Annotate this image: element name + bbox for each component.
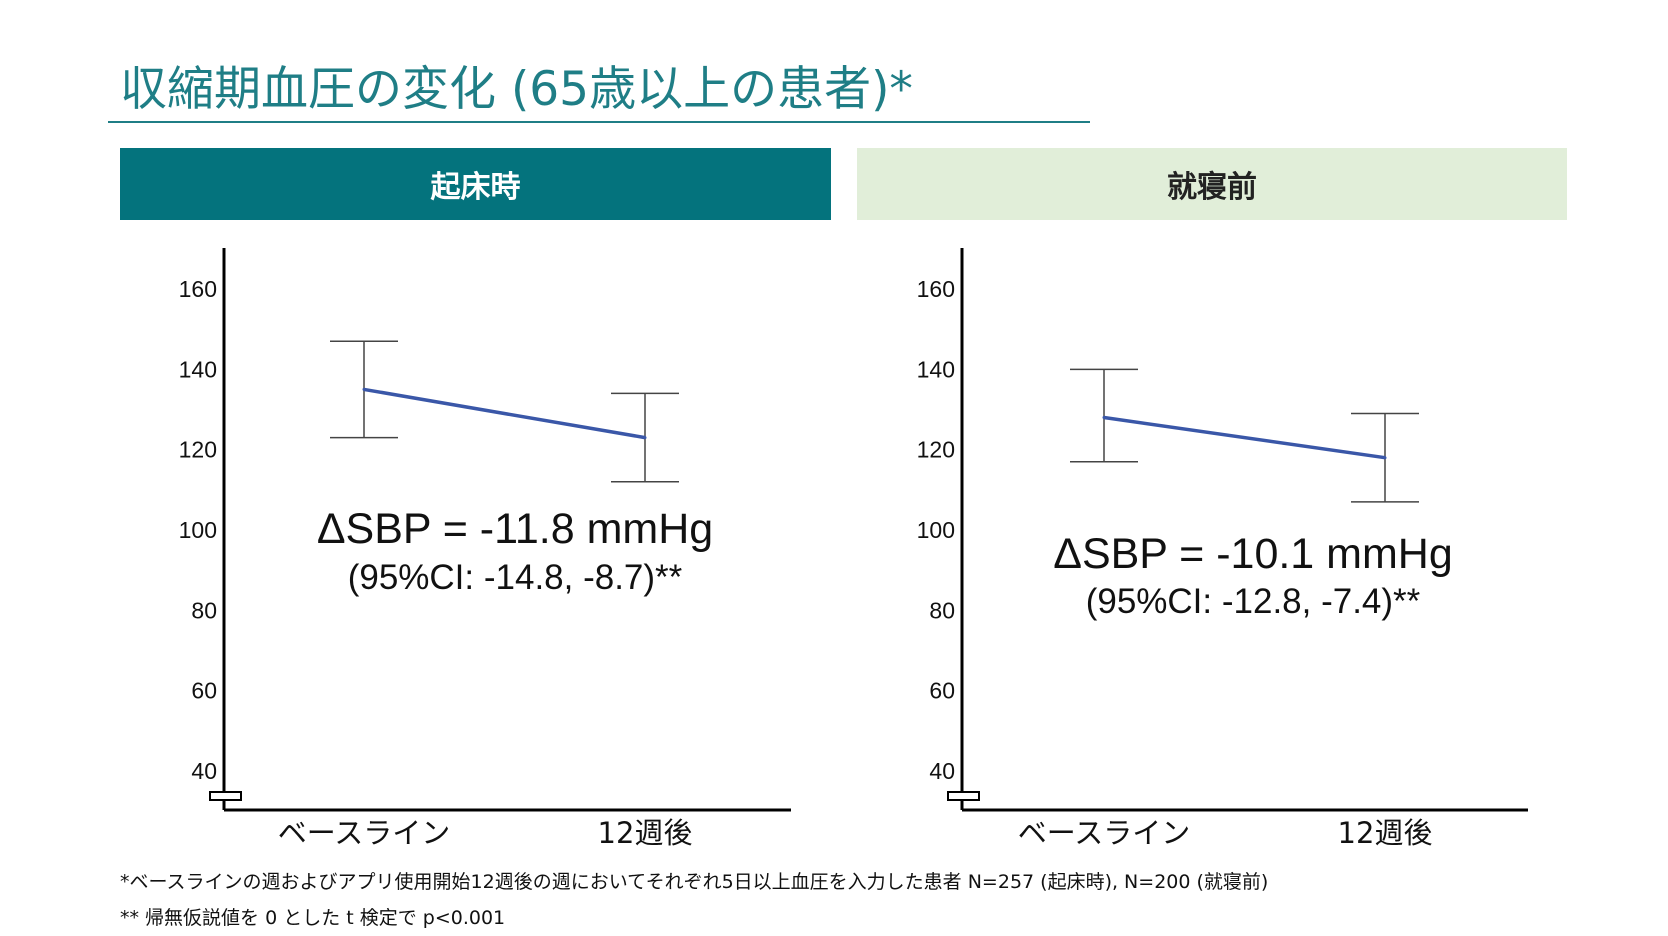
data-point — [362, 387, 366, 391]
y-tick-label: 80 — [929, 597, 955, 623]
y-tick-label: 160 — [917, 276, 955, 302]
y-tick-label: 40 — [191, 758, 217, 784]
panel-header-bedtime: 就寝前 — [857, 148, 1567, 220]
data-point — [643, 436, 647, 440]
y-tick-label: 120 — [917, 437, 955, 463]
delta-sbp-label: ΔSBP = -10.1 mmHg — [1053, 530, 1453, 578]
series-line — [363, 387, 646, 440]
y-tick-label: 100 — [179, 517, 217, 543]
footnote-significance: ** 帰無仮説値を 0 とした t 検定で p<0.001 — [120, 907, 506, 929]
confidence-interval-label: (95%CI: -12.8, -7.4)** — [1086, 582, 1421, 621]
x-category-label: 12週後 — [598, 816, 693, 850]
y-tick-label: 80 — [191, 597, 217, 623]
title-underline — [108, 121, 1090, 123]
confidence-interval-label: (95%CI: -14.8, -8.7)** — [348, 558, 683, 597]
y-tick-label: 60 — [929, 678, 955, 704]
x-category-label: ベースライン — [1018, 816, 1191, 850]
x-category-label: 12週後 — [1338, 816, 1433, 850]
footnote-sample-size: *ベースラインの週およびアプリ使用開始12週後の週においてそれぞれ5日以上血圧を… — [120, 871, 1269, 893]
data-point — [1383, 456, 1387, 460]
y-tick-label: 100 — [917, 517, 955, 543]
axis-break-marker — [209, 791, 242, 801]
page-title: 収縮期血圧の変化 (65歳以上の患者)* — [120, 62, 913, 117]
y-tick-label: 60 — [191, 678, 217, 704]
y-tick-label: 140 — [179, 356, 217, 382]
delta-sbp-label: ΔSBP = -11.8 mmHg — [317, 505, 713, 553]
x-category-label: ベースライン — [278, 816, 451, 850]
y-tick-label: 140 — [917, 356, 955, 382]
y-tick-label: 40 — [929, 758, 955, 784]
y-tick-label: 160 — [179, 276, 217, 302]
y-tick-label: 120 — [179, 437, 217, 463]
axis-break-marker — [947, 791, 980, 801]
series-line — [1103, 415, 1386, 460]
panel-header-morning: 起床時 — [120, 148, 831, 220]
data-point — [1102, 416, 1106, 420]
